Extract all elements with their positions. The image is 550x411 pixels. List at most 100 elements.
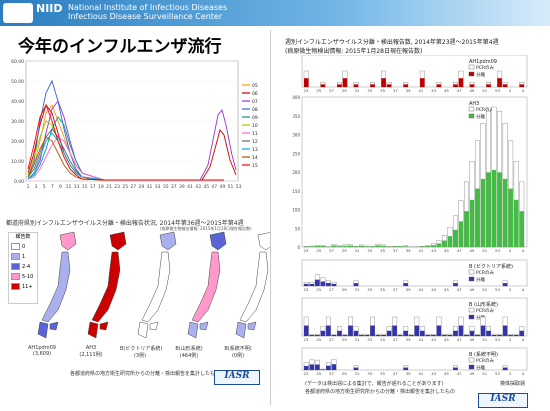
legend-label: 09 [252, 115, 258, 121]
legend-swatch [469, 114, 474, 118]
x-tick-label: 43 [431, 287, 436, 292]
bar-isolated [403, 246, 408, 247]
kyushu-shape [38, 322, 48, 338]
x-tick-label: 53 [236, 184, 242, 190]
bar-isolated [442, 241, 447, 247]
x-tick-label: 49 [220, 184, 226, 190]
map-label: B(山形系統) (464例) [169, 345, 209, 359]
x-tick-label: 2 [509, 88, 512, 93]
bar-isolated [310, 335, 315, 336]
x-tick-label: 39 [406, 371, 411, 376]
x-tick-label: 31 [147, 184, 153, 190]
honshu-shape [92, 252, 120, 322]
x-tick-label: 4 [522, 88, 525, 93]
series-line [28, 117, 224, 180]
x-tick-label: 35 [380, 248, 385, 253]
x-tick-label: 25 [316, 88, 321, 93]
bar-isolated [437, 243, 442, 247]
x-tick-label: 49 [470, 88, 475, 93]
bar-isolated [503, 283, 508, 286]
x-tick-label: 45 [444, 88, 449, 93]
bar-isolated [359, 335, 364, 336]
panel-4: B (系統不明)PCRのみ分離23 25 27 29 31 33 35 37 39 41 43 45 4… [302, 348, 527, 376]
x-tick-label: 21 [106, 184, 112, 190]
map-label: AH1pdm09 (3,609) [22, 345, 62, 357]
bar-isolated [497, 335, 502, 336]
bar-isolated [459, 221, 464, 247]
y-tick-label: 40.00 [11, 99, 24, 105]
bar-isolated [337, 246, 342, 247]
bar-isolated [310, 284, 315, 286]
map-label: B(系統不明) (0例) [218, 345, 258, 359]
org-line2: Infectious Disease Surveillance Center [68, 12, 227, 21]
bar-isolated [453, 84, 458, 87]
bar-isolated [381, 78, 386, 87]
y-tick-label: 50 [295, 226, 301, 231]
bar-isolated [426, 335, 431, 336]
x-tick-label: 51 [482, 337, 487, 342]
bar-isolated [503, 179, 508, 247]
x-tick-label: 47 [211, 184, 217, 190]
page-title: 今年のインフルエンザ流行 [18, 32, 222, 57]
y-tick-label: 350 [292, 114, 300, 119]
header-bar: NIID National Institute of Infectious Di… [0, 0, 550, 26]
bar-isolated [304, 326, 309, 336]
x-tick-label: 43 [431, 88, 436, 93]
legend-label: PCRのみ [476, 308, 494, 314]
bar-isolated [453, 230, 458, 247]
bar-isolated [370, 326, 375, 336]
shikoku-shape [150, 322, 158, 330]
kyushu-shape [88, 322, 98, 338]
legend-swatch [469, 277, 474, 281]
legend-label: 11 [252, 131, 258, 137]
panel-name: B (山形系統) [469, 301, 498, 308]
x-tick-label: 23 [114, 184, 120, 190]
y-tick-label: 400 [292, 95, 300, 100]
bar-isolated [403, 84, 408, 87]
bar-isolated [392, 326, 397, 336]
legend-label: PCRのみ [476, 358, 494, 364]
bar-isolated [304, 366, 309, 370]
panel-3: B (山形系統)PCRのみ分離23 25 27 29 31 33 35 37 39 41 43 45 4… [302, 298, 527, 342]
bar-isolated [508, 189, 513, 247]
x-tick-label: 19 [98, 184, 104, 190]
x-tick-label: 27 [329, 88, 334, 93]
x-tick-label: 7 [51, 184, 54, 190]
x-tick-label: 33 [367, 337, 372, 342]
x-tick-label: 37 [393, 248, 398, 253]
legend-label: 分離 [476, 364, 485, 371]
x-tick-label: 45 [444, 287, 449, 292]
x-tick-label: 2 [509, 371, 512, 376]
bar-isolated [514, 200, 519, 247]
x-tick-label: 27 [329, 287, 334, 292]
x-tick-label: 49 [470, 371, 475, 376]
bar-isolated [343, 78, 348, 87]
bar-isolated [354, 331, 359, 336]
legend-label: 10 [252, 123, 258, 129]
japan-map [88, 232, 126, 338]
x-tick-label: 51 [228, 184, 234, 190]
legend-label: 05 [252, 83, 258, 89]
shikoku-shape [100, 322, 108, 330]
hokkaido-shape [160, 232, 176, 250]
bar-isolated [431, 245, 436, 247]
y-tick-label: 250 [292, 151, 300, 156]
legend-label: 08 [252, 107, 258, 113]
bar-isolated [321, 331, 326, 336]
bar-isolated [442, 335, 447, 336]
x-tick-label: 33 [367, 88, 372, 93]
honshu-shape [240, 252, 268, 322]
bar-isolated [459, 326, 464, 336]
week-label: 検体採取週 [500, 380, 525, 387]
bar-isolated [304, 284, 309, 286]
bar-isolated [420, 78, 425, 87]
bar-isolated [503, 84, 508, 87]
honshu-shape [142, 252, 170, 322]
bar-isolated [315, 280, 320, 286]
series-line [28, 129, 224, 180]
x-tick-label: 29 [139, 184, 145, 190]
x-tick-label: 53 [495, 287, 500, 292]
weekly-bar-charts: AH1pdm09PCRのみ分離23 25 27 29 31 33 35 37 39 41 43 45 4… [280, 55, 540, 385]
bar-isolated [348, 246, 353, 247]
series-line [28, 105, 224, 180]
